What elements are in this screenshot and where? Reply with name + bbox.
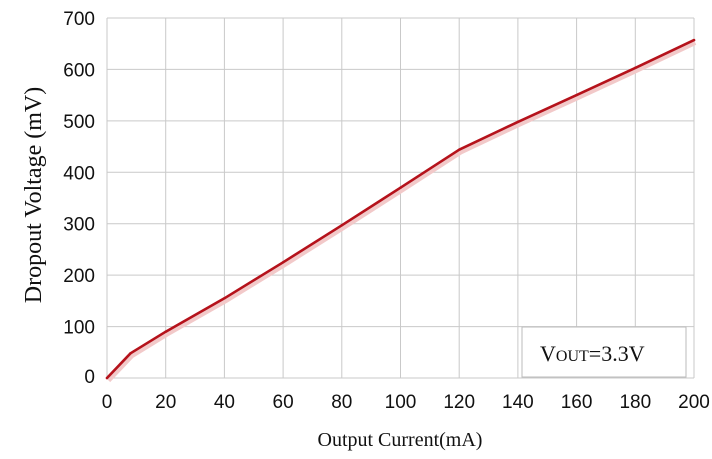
x-tick-labels: 0 20 40 60 80 100 120 140 160 180 200	[102, 392, 710, 413]
grid	[106, 17, 695, 379]
series-line-shadow	[105, 39, 697, 383]
data-point	[129, 352, 132, 355]
series-line	[105, 38, 696, 380]
x-tick-label: 0	[102, 392, 113, 413]
x-tick-label: 140	[502, 392, 534, 413]
x-tick-label: 180	[619, 392, 651, 413]
y-tick-label: 400	[63, 163, 95, 184]
annotation-box: VOUT=3.3V	[521, 326, 687, 378]
y-tick-labels: 0 100 200 300 400 500 600 700	[63, 9, 95, 388]
data-point	[223, 297, 226, 300]
data-point	[164, 330, 167, 333]
data-point	[575, 93, 578, 97]
x-tick-label: 120	[443, 392, 475, 413]
y-tick-label: 700	[63, 9, 95, 30]
y-axis-title: Dropout Voltage (mV)	[21, 87, 47, 303]
y-tick-label: 500	[63, 112, 95, 133]
x-tick-label: 160	[561, 392, 593, 413]
x-tick-label: 200	[678, 392, 710, 413]
x-tick-label: 40	[214, 392, 235, 413]
y-tick-label: 300	[63, 215, 95, 236]
x-axis-title: Output Current(mA)	[318, 429, 483, 451]
y-tick-label: 100	[63, 318, 95, 339]
vout-annotation: VOUT=3.3V	[540, 341, 645, 366]
x-tick-label: 100	[385, 392, 417, 413]
data-point	[340, 224, 343, 227]
data-point	[692, 38, 696, 42]
x-tick-label: 20	[155, 392, 176, 413]
y-tick-label: 0	[84, 367, 95, 388]
data-point	[281, 261, 285, 264]
data-point	[634, 66, 637, 70]
x-tick-label: 80	[331, 392, 352, 413]
data-point	[399, 186, 402, 189]
y-tick-label: 200	[63, 266, 95, 287]
x-tick-label: 60	[273, 392, 294, 413]
y-tick-label: 600	[63, 60, 95, 81]
data-point	[105, 376, 109, 380]
data-point	[458, 148, 461, 151]
series-group	[105, 38, 697, 383]
data-point	[516, 120, 520, 124]
